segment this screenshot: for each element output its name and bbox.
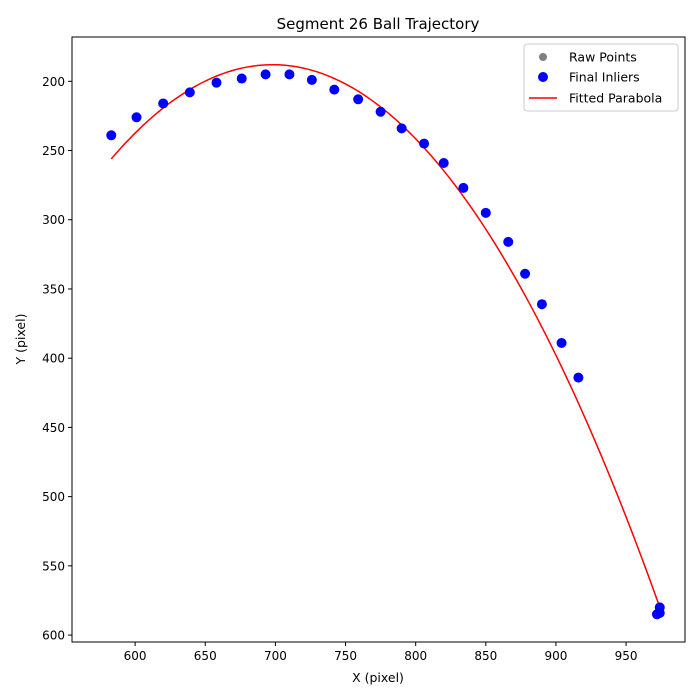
y-tick-label: 350 bbox=[42, 282, 65, 296]
fitted-parabola-line bbox=[110, 63, 661, 608]
y-tick-label: 550 bbox=[42, 559, 65, 573]
fitted-curve-layer bbox=[110, 63, 661, 608]
inlier-point bbox=[375, 106, 386, 117]
legend-box bbox=[523, 43, 679, 112]
inlier-point bbox=[306, 74, 317, 85]
legend-final-inliers-label: Final Inliers bbox=[569, 70, 640, 85]
x-tick-label: 650 bbox=[194, 649, 217, 663]
inlier-point bbox=[536, 299, 547, 310]
x-tick-label: 600 bbox=[124, 649, 147, 663]
y-tick-label: 450 bbox=[42, 421, 65, 435]
inlier-point bbox=[396, 123, 407, 134]
y-axis-label: Y (pixel) bbox=[13, 314, 28, 366]
inlier-point bbox=[573, 372, 584, 383]
ticks-layer: 600 650 700 750 800 850 900 950 200 250 300 350 400 4… bbox=[42, 75, 637, 663]
plot-frame bbox=[71, 36, 686, 643]
inlier-point bbox=[480, 207, 491, 218]
inlier-point bbox=[260, 69, 271, 80]
inlier-point bbox=[211, 77, 222, 88]
x-tick-label: 850 bbox=[474, 649, 497, 663]
y-tick-label: 250 bbox=[42, 144, 65, 158]
x-tick-label: 800 bbox=[404, 649, 427, 663]
inlier-point bbox=[284, 69, 295, 80]
x-tick-label: 700 bbox=[264, 649, 287, 663]
x-tick-label: 750 bbox=[334, 649, 357, 663]
x-axis-label: X (pixel) bbox=[352, 670, 404, 685]
chart-title: Segment 26 Ball Trajectory bbox=[277, 15, 480, 33]
y-tick-label: 400 bbox=[42, 352, 65, 366]
legend-fitted-parabola-label: Fitted Parabola bbox=[569, 91, 662, 106]
y-tick-label: 500 bbox=[42, 490, 65, 504]
inlier-point bbox=[329, 84, 340, 95]
inlier-point bbox=[236, 73, 247, 84]
inlier-point bbox=[654, 602, 665, 613]
inlier-point bbox=[419, 138, 430, 149]
legend-raw-points-marker bbox=[539, 53, 547, 61]
legend-raw-points-label: Raw Points bbox=[569, 50, 637, 65]
y-tick-label: 200 bbox=[42, 75, 65, 89]
inlier-point bbox=[556, 337, 567, 348]
inlier-point bbox=[158, 98, 169, 109]
inlier-point bbox=[503, 236, 514, 247]
y-tick-label: 600 bbox=[42, 629, 65, 643]
inlier-point bbox=[353, 94, 364, 105]
x-tick-label: 900 bbox=[544, 649, 567, 663]
inlier-point bbox=[131, 112, 142, 123]
y-tick-label: 300 bbox=[42, 213, 65, 227]
inlier-point bbox=[438, 157, 449, 168]
inlier-point bbox=[520, 268, 531, 279]
inlier-point bbox=[184, 87, 195, 98]
points-layer bbox=[106, 69, 665, 620]
legend-final-inliers-marker bbox=[538, 72, 548, 82]
inlier-point bbox=[458, 182, 469, 193]
inlier-point bbox=[106, 130, 117, 141]
legend: Raw Points Final Inliers Fitted Parabola bbox=[523, 43, 679, 112]
x-tick-label: 950 bbox=[615, 649, 638, 663]
